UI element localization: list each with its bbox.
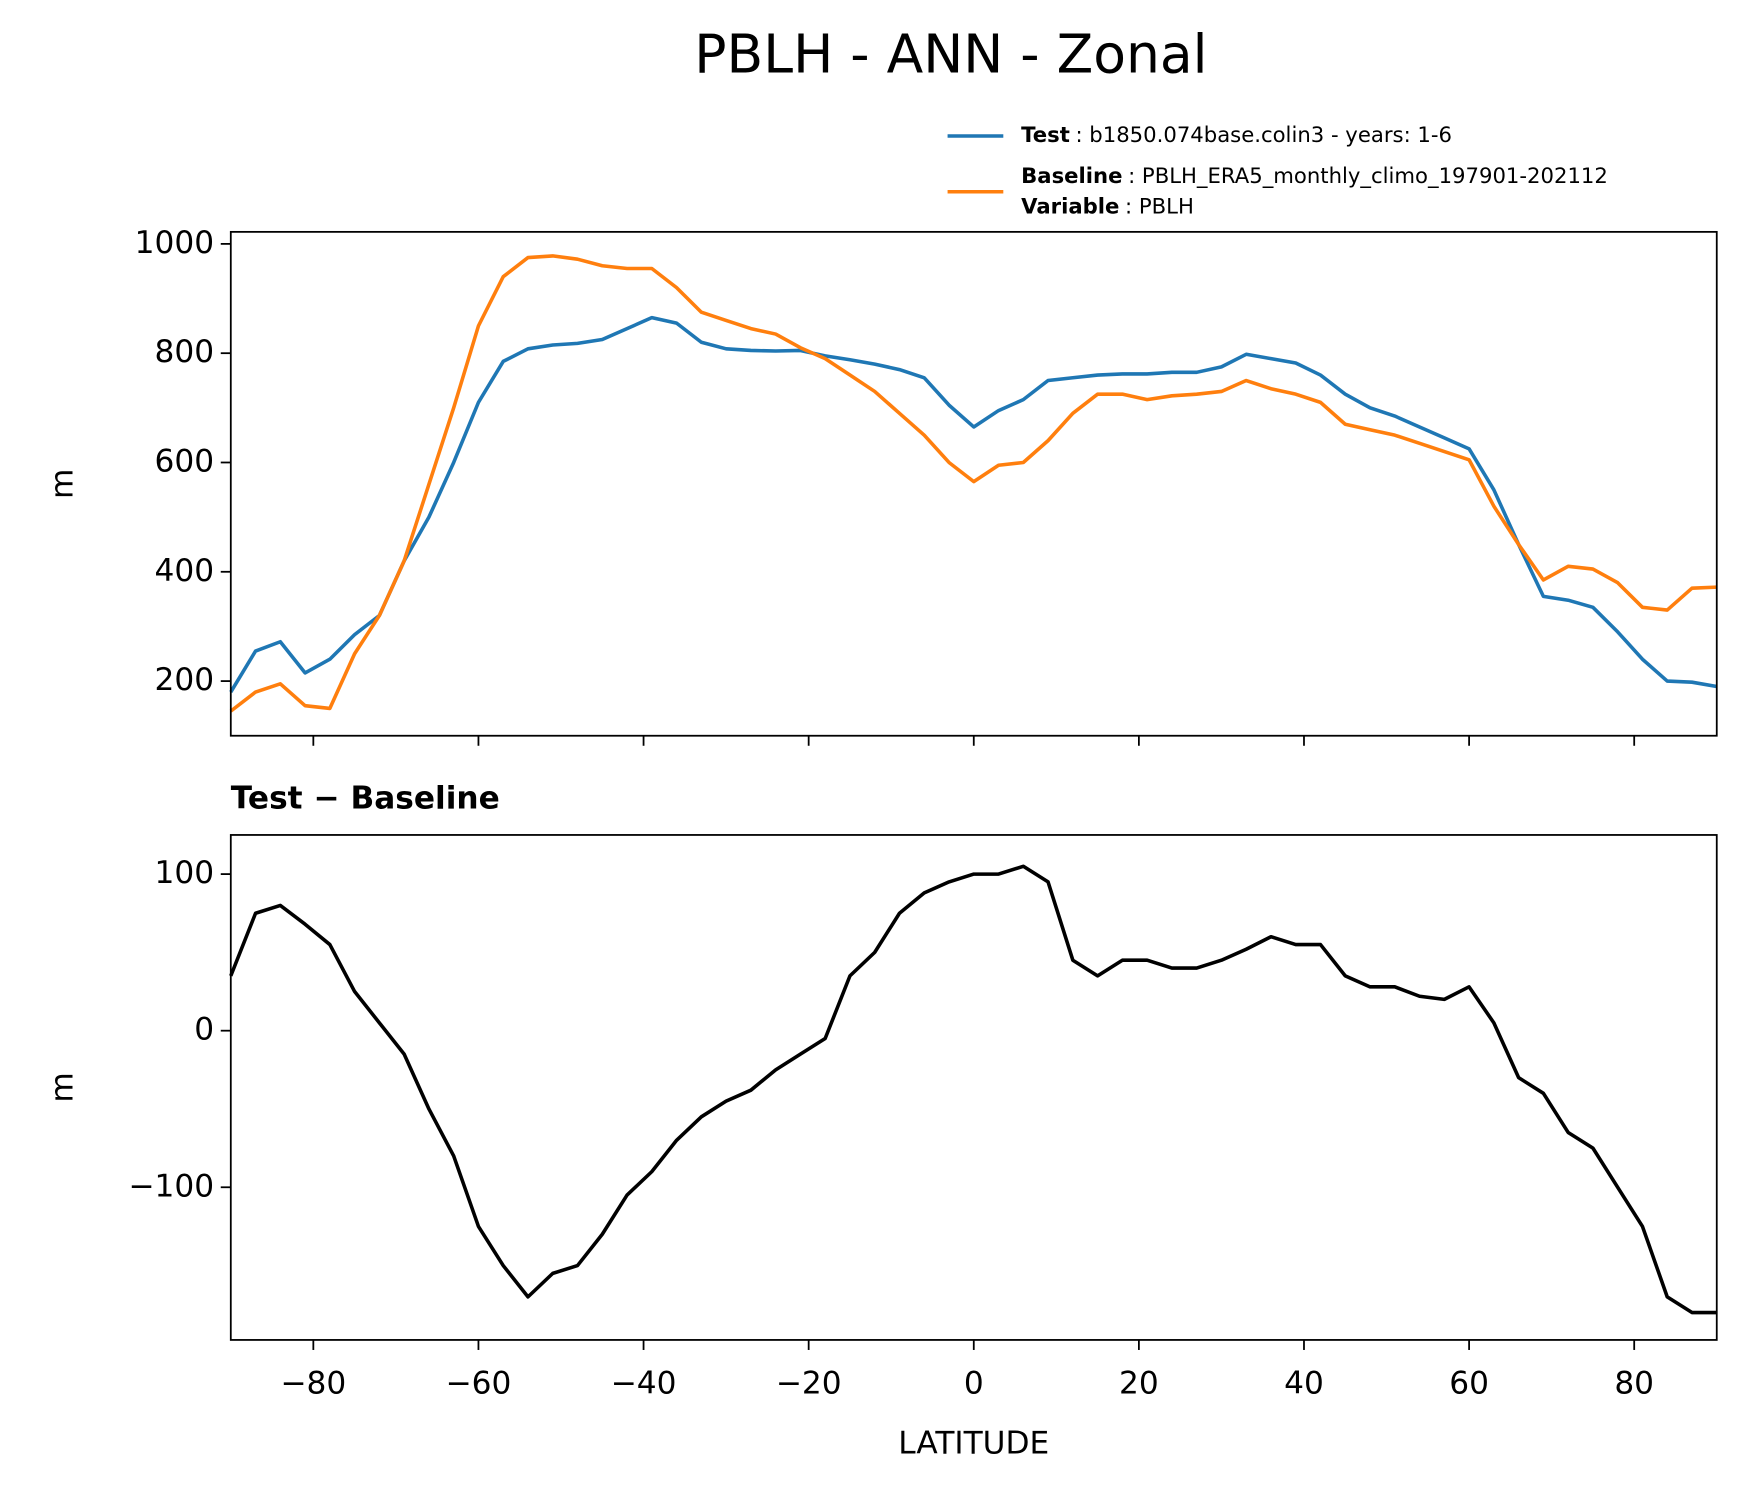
subplot-title: Test − Baseline <box>231 780 500 816</box>
x-tick-label: −20 <box>776 1366 842 1402</box>
figure-title: PBLH - ANN - Zonal <box>694 23 1207 86</box>
y-tick-label: 200 <box>155 662 215 698</box>
y-tick-label: 400 <box>155 553 215 589</box>
data-line <box>229 315 1718 693</box>
legend-entry: Test: b1850.074base.colin3 - years: 1-6 <box>1021 122 1452 147</box>
y-tick-label: −100 <box>128 1168 214 1204</box>
x-tick-label: −40 <box>611 1366 677 1402</box>
data-line <box>229 254 1717 713</box>
legend-description: : PBLH <box>1125 193 1194 218</box>
y-axis-label: m <box>45 469 81 499</box>
x-axis-label: LATITUDE <box>898 1426 1049 1462</box>
y-tick-label: 0 <box>194 1012 214 1048</box>
x-tick-label: −80 <box>280 1366 346 1402</box>
y-tick-label: 100 <box>155 855 215 891</box>
legend-entry: Baseline: PBLH_ERA5_monthly_climo_197901… <box>1021 163 1608 189</box>
x-tick-label: −60 <box>446 1366 512 1402</box>
data-line <box>229 864 1717 1315</box>
x-tick-label: 80 <box>1614 1366 1654 1402</box>
x-tick-label: 0 <box>964 1366 984 1402</box>
axes-frame <box>229 230 1718 737</box>
legend-entry: Variable: PBLH <box>1021 193 1194 218</box>
y-axis-label: m <box>45 1072 81 1102</box>
legend-description: : b1850.074base.colin3 - years: 1-6 <box>1075 122 1452 147</box>
x-tick-label: 20 <box>1119 1366 1159 1402</box>
y-tick-label: 600 <box>155 443 215 479</box>
legend-label: Test <box>1021 122 1070 147</box>
axes-frame <box>229 834 1718 1341</box>
legend-label: Baseline <box>1021 163 1122 188</box>
x-tick-label: 60 <box>1449 1366 1489 1402</box>
y-tick-label: 800 <box>155 334 215 370</box>
y-tick-label: 1000 <box>135 225 214 261</box>
x-tick-label: 40 <box>1284 1366 1324 1402</box>
legend-label: Variable <box>1021 193 1119 218</box>
legend-description: : PBLH_ERA5_monthly_climo_197901-202112 <box>1128 163 1608 189</box>
